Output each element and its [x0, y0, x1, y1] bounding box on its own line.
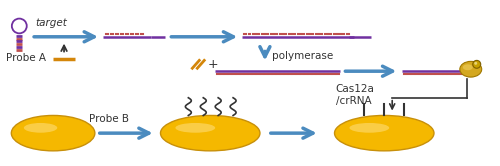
Circle shape: [474, 62, 477, 65]
Ellipse shape: [24, 123, 58, 133]
Text: polymerase: polymerase: [272, 51, 333, 61]
Ellipse shape: [176, 123, 215, 133]
Ellipse shape: [160, 115, 260, 151]
Text: Probe A: Probe A: [6, 53, 46, 63]
Text: Cas12a
/crRNA: Cas12a /crRNA: [336, 84, 374, 106]
Circle shape: [473, 60, 480, 68]
Text: +: +: [207, 58, 218, 71]
Ellipse shape: [12, 115, 95, 151]
Ellipse shape: [463, 64, 473, 70]
Ellipse shape: [350, 123, 389, 133]
Text: target: target: [35, 18, 67, 28]
Ellipse shape: [334, 115, 434, 151]
Text: Probe B: Probe B: [89, 114, 129, 124]
Ellipse shape: [460, 61, 481, 77]
